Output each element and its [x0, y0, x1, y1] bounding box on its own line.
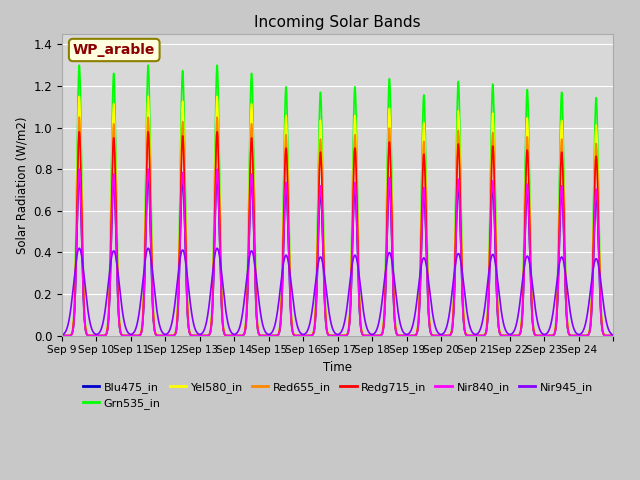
Redg715_in [497, 331, 504, 337]
Nir840_in [76, 166, 83, 172]
Nir945_in [467, 326, 475, 332]
Blu475_in [76, 172, 83, 178]
Red655_in [258, 333, 266, 338]
Red655_in [58, 333, 66, 338]
Nir945_in [76, 245, 83, 251]
Nir945_in [497, 300, 504, 306]
Title: Incoming Solar Bands: Incoming Solar Bands [254, 15, 421, 30]
Redg715_in [76, 129, 83, 134]
Yel580_in [385, 126, 392, 132]
Blu475_in [58, 333, 66, 338]
Grn535_in [408, 333, 416, 338]
Redg715_in [385, 157, 392, 163]
Redg715_in [467, 333, 475, 338]
Line: Yel580_in: Yel580_in [62, 96, 613, 336]
Yel580_in [86, 333, 93, 338]
Blu475_in [609, 333, 617, 338]
Grn535_in [258, 333, 266, 338]
Grn535_in [467, 333, 475, 338]
Line: Nir840_in: Nir840_in [62, 169, 613, 336]
Blu475_in [385, 194, 392, 200]
Nir840_in [385, 189, 392, 195]
Red655_in [86, 333, 93, 338]
Red655_in [467, 333, 475, 338]
Yel580_in [497, 331, 504, 337]
Grn535_in [58, 333, 66, 338]
Red655_in [76, 114, 83, 120]
Blu475_in [467, 333, 475, 338]
Grn535_in [385, 99, 392, 105]
Yel580_in [609, 333, 617, 338]
Nir840_in [408, 333, 416, 338]
Redg715_in [609, 333, 617, 338]
Line: Redg715_in: Redg715_in [62, 132, 613, 336]
Nir945_in [385, 251, 392, 257]
Redg715_in [408, 333, 416, 338]
Line: Blu475_in: Blu475_in [62, 175, 613, 336]
Redg715_in [258, 333, 266, 338]
Red655_in [408, 333, 416, 338]
Blu475_in [497, 332, 504, 337]
Grn535_in [76, 62, 83, 68]
Nir945_in [609, 332, 617, 338]
Yel580_in [76, 94, 83, 99]
Grn535_in [497, 331, 504, 336]
Legend: Blu475_in, Grn535_in, Yel580_in, Red655_in, Redg715_in, Nir840_in, Nir945_in: Blu475_in, Grn535_in, Yel580_in, Red655_… [78, 377, 597, 414]
Text: WP_arable: WP_arable [73, 43, 156, 57]
Red655_in [497, 331, 504, 337]
Y-axis label: Solar Radiation (W/m2): Solar Radiation (W/m2) [15, 116, 28, 253]
Blu475_in [258, 333, 266, 338]
Nir945_in [258, 317, 266, 323]
X-axis label: Time: Time [323, 361, 352, 374]
Line: Red655_in: Red655_in [62, 117, 613, 336]
Line: Grn535_in: Grn535_in [62, 65, 613, 336]
Blu475_in [408, 333, 416, 338]
Grn535_in [609, 333, 617, 338]
Grn535_in [86, 333, 93, 338]
Nir945_in [408, 324, 416, 330]
Yel580_in [58, 333, 66, 338]
Nir840_in [86, 333, 93, 338]
Nir840_in [467, 333, 475, 338]
Redg715_in [86, 333, 93, 338]
Redg715_in [58, 333, 66, 338]
Yel580_in [258, 333, 266, 338]
Line: Nir945_in: Nir945_in [62, 248, 613, 335]
Nir840_in [609, 333, 617, 338]
Yel580_in [467, 333, 475, 338]
Nir945_in [86, 319, 93, 324]
Red655_in [609, 333, 617, 338]
Nir840_in [497, 332, 504, 337]
Red655_in [385, 144, 392, 150]
Nir840_in [58, 333, 66, 338]
Blu475_in [86, 333, 93, 338]
Yel580_in [408, 333, 416, 338]
Nir945_in [58, 332, 66, 338]
Nir840_in [258, 333, 266, 338]
